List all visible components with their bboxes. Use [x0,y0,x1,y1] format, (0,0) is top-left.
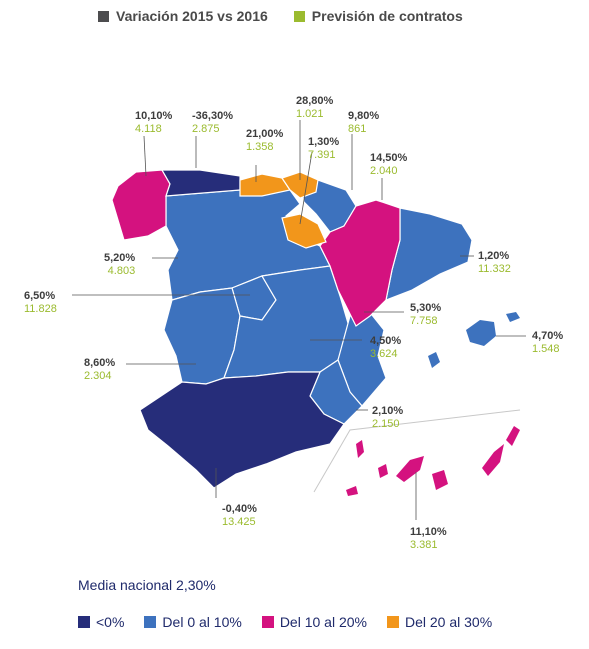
label-extremadura: 8,60% 2.304 [84,357,115,383]
region-baleares-menorca [506,312,520,322]
legend-swatch [386,616,399,628]
region-canarias-island [482,444,504,476]
region-canarias-island [378,464,388,478]
label-valencia: 5,30% 7.758 [410,302,441,328]
region-baleares-ibiza [428,352,440,368]
pais-vasco-count: 1.021 [296,108,324,120]
legend-label: Del 20 al 30% [404,614,493,630]
region-canarias-island [432,470,448,490]
legend-label: Del 10 al 20% [279,614,367,630]
canarias-inset-line [313,409,521,493]
label-madrid: 6,50% 11.828 [24,290,57,316]
castilla-la-mancha-pct: 4,50% [370,335,402,347]
murcia-count: 2.150 [372,418,400,430]
extremadura-count: 2.304 [84,370,112,382]
legend-forecast-swatch [293,10,305,22]
valencia-pct: 5,30% [410,302,442,314]
legend-swatch [78,616,90,628]
baleares-count: 1.548 [532,343,560,355]
label-andalucia: -0,40% 13.425 [222,503,257,529]
legend-label: <0% [96,614,125,630]
leader-lines [72,120,526,520]
legend-item-0-10: Del 0 al 10% [144,614,242,630]
asturias-count: 2.875 [192,123,220,135]
aragon-pct: 14,50% [370,152,408,164]
canarias-pct: 11,10% [410,526,447,538]
cataluna-pct: 1,20% [478,250,510,262]
andalucia-count: 13.425 [222,516,256,528]
cantabria-pct: 21,00% [246,128,284,140]
label-cataluna: 1,20% 11.332 [478,250,511,276]
canarias-count: 3.381 [410,539,438,551]
cantabria-count: 1.358 [246,141,274,153]
media-nacional: Media nacional 2,30% [78,577,216,593]
label-castilla-la-mancha: 4,50% 3.624 [370,335,401,361]
legend-label: Del 0 al 10% [162,614,242,630]
label-castilla-leon: 5,20% 4.803 [104,252,135,278]
valencia-count: 7.758 [410,315,438,327]
cataluna-count: 11.332 [478,263,511,275]
madrid-count: 11.828 [24,303,57,315]
pais-vasco-pct: 28,80% [296,95,334,107]
region-aragon [319,199,401,327]
navarra-pct: 9,80% [348,110,380,122]
murcia-pct: 2,10% [372,405,404,417]
label-baleares: 4,70% 1.548 [532,330,563,356]
region-baleares-mallorca [466,320,496,346]
extremadura-pct: 8,60% [84,357,116,369]
castilla-la-mancha-count: 3.624 [370,348,398,360]
legend-item-20-30: Del 20 al 30% [386,614,493,630]
legend-forecast: Previsión de contratos [293,8,463,24]
la-rioja-count: 7.391 [308,149,336,161]
label-galicia: 10,10% 4.118 [135,110,172,136]
label-la-rioja: 1,30% 7.391 [308,136,339,162]
region-canarias-island [506,426,520,446]
aragon-count: 2.040 [370,165,398,177]
castilla-leon-pct: 5,20% [104,252,136,264]
top-legend: Variación 2015 vs 2016 Previsión de cont… [98,8,463,24]
label-pais-vasco: 28,80% 1.021 [296,95,333,121]
region-canarias-island [346,486,358,496]
region-galicia [111,169,171,241]
label-navarra: 9,80% 861 [348,110,379,136]
galicia-pct: 10,10% [135,110,173,122]
bottom-legend: <0% Del 0 al 10% Del 10 al 20% Del 20 al… [78,614,492,630]
andalucia-pct: -0,40% [222,503,257,515]
label-aragon: 14,50% 2.040 [370,152,407,178]
legend-item-negative: <0% [78,614,124,630]
legend-variation-swatch [98,10,109,22]
region-la-rioja [281,213,327,249]
navarra-count: 861 [348,123,367,135]
label-asturias: -36,30% 2.875 [192,110,233,136]
region-canarias-island [356,440,364,458]
legend-swatch [144,616,157,628]
label-murcia: 2,10% 2.150 [372,405,403,431]
galicia-count: 4.118 [135,123,162,135]
region-canarias-island [396,456,424,482]
label-canarias: 11,10% 3.381 [410,526,447,552]
legend-item-10-20: Del 10 al 20% [261,614,367,630]
legend-variation-label: Variación 2015 vs 2016 [116,8,268,24]
legend-swatch [261,616,274,628]
legend-variation: Variación 2015 vs 2016 [98,8,268,24]
castilla-leon-count: 4.803 [107,265,136,277]
region-andalucia [139,371,345,489]
label-cantabria: 21,00% 1.358 [246,128,283,154]
baleares-pct: 4,70% [532,330,564,342]
la-rioja-pct: 1,30% [308,136,340,148]
asturias-pct: -36,30% [192,110,233,122]
madrid-pct: 6,50% [24,290,56,302]
legend-forecast-label: Previsión de contratos [311,8,463,24]
